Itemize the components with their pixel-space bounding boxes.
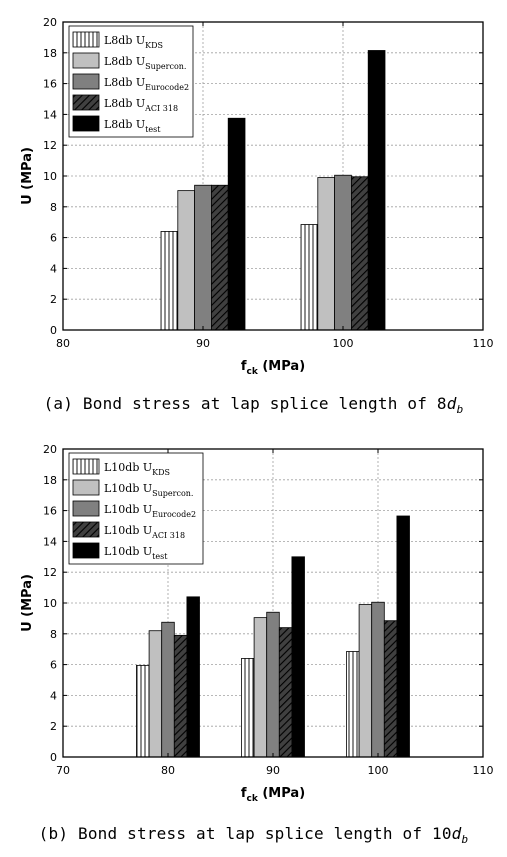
legend-label: L8db Utest	[104, 118, 161, 134]
bar	[241, 658, 255, 758]
legend-label: L10db UACI 318	[104, 524, 185, 540]
y-tick-label: 10	[43, 170, 57, 183]
y-tick-label: 18	[43, 474, 57, 487]
legend-swatch	[72, 500, 100, 517]
x-tick-label: 110	[473, 337, 494, 350]
legend-label: L8db UACI 318	[104, 97, 178, 113]
bar	[300, 224, 319, 331]
legend-label: L10db UEurocode2	[104, 503, 196, 519]
bar	[177, 190, 196, 331]
y-tick-label: 2	[50, 293, 57, 306]
legend-label: L8db UKDS	[104, 34, 163, 50]
legend-swatch	[72, 542, 100, 559]
x-tick-label: 90	[196, 337, 210, 350]
y-tick-label: 10	[43, 597, 57, 610]
y-tick-label: 4	[50, 689, 57, 702]
bar	[396, 515, 410, 758]
x-tick-label: 70	[56, 764, 70, 777]
legend-label: L10db Utest	[104, 545, 168, 561]
legend-swatch	[72, 52, 100, 69]
bar	[194, 184, 212, 331]
bar	[210, 184, 229, 331]
bar	[161, 621, 175, 758]
y-tick-label: 6	[50, 232, 57, 245]
legend-label: L10db UKDS	[104, 461, 170, 477]
legend-swatch	[72, 94, 100, 111]
legend-label: L8db UEurocode2	[104, 76, 189, 92]
y-tick-label: 4	[50, 262, 57, 275]
bar	[367, 50, 386, 331]
legend-swatch	[72, 31, 100, 48]
legend-label: L10db USupercon.	[104, 482, 193, 498]
legend-label: L8db USupercon.	[104, 55, 186, 71]
y-tick-label: 20	[43, 16, 57, 29]
x-tick-label: 110	[473, 764, 494, 777]
chart-panel-b: 0 2 4 6 8 10 12 14 16 18 20 70 80 90 100 110 U (MPa) fck …	[0, 428, 507, 857]
chart-panel-a: 0 2 4 6 8 10 12 14 16 18 20 80 90 100 110 U (MPa) fck (M…	[0, 0, 507, 428]
bar	[358, 604, 373, 758]
legend-swatch	[72, 479, 100, 496]
chart-b-svg: 0 2 4 6 8 10 12 14 16 18 20 70 80 90 100 110 U (MPa) fck …	[20, 443, 494, 804]
y-tick-label: 0	[50, 324, 57, 337]
bar	[291, 556, 305, 758]
y-tick-label: 8	[50, 201, 57, 214]
bar	[371, 601, 385, 758]
legend-swatch	[72, 115, 100, 132]
y-tick-label: 0	[50, 751, 57, 764]
bar	[160, 231, 179, 331]
x-tick-label: 90	[266, 764, 280, 777]
x-tick-label: 80	[161, 764, 175, 777]
y-tick-label: 2	[50, 720, 57, 733]
y-tick-label: 14	[43, 108, 57, 121]
bar	[148, 630, 163, 758]
bar	[173, 634, 188, 758]
y-axis-title: U (MPa)	[20, 574, 35, 632]
bar	[334, 174, 352, 331]
y-tick-label: 14	[43, 535, 57, 548]
x-axis-title: fck (MPa)	[241, 786, 305, 804]
y-tick-label: 6	[50, 659, 57, 672]
bar	[346, 651, 360, 758]
legend-swatch	[72, 458, 100, 475]
bar	[383, 620, 398, 758]
y-tick-label: 18	[43, 47, 57, 60]
y-tick-label: 8	[50, 628, 57, 641]
caption-a: (a) Bond stress at lap splice length of …	[43, 394, 464, 417]
bar	[350, 176, 369, 331]
y-tick-label: 12	[43, 566, 57, 579]
legend-swatch	[72, 73, 100, 90]
y-tick-label: 12	[43, 139, 57, 152]
bar	[253, 617, 268, 758]
chart-a-svg: 0 2 4 6 8 10 12 14 16 18 20 80 90 100 110 U (MPa) fck (M…	[20, 16, 494, 377]
x-tick-label: 100	[333, 337, 354, 350]
y-tick-label: 16	[43, 78, 57, 91]
bar	[227, 117, 246, 331]
legend-swatch	[72, 521, 100, 538]
bar	[186, 596, 200, 758]
x-tick-label: 80	[56, 337, 70, 350]
x-axis-title: fck (MPa)	[241, 359, 305, 377]
bar	[136, 664, 150, 758]
bar	[317, 177, 335, 331]
y-tick-label: 20	[43, 443, 57, 456]
bar	[278, 627, 293, 758]
y-tick-label: 16	[43, 505, 57, 518]
caption-b: (b) Bond stress at lap splice length of …	[38, 824, 469, 847]
bar	[266, 611, 280, 758]
x-tick-label: 100	[368, 764, 389, 777]
y-axis-title: U (MPa)	[20, 147, 35, 205]
